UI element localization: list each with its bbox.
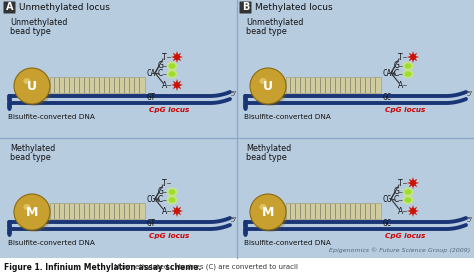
Text: C: C [394,70,399,78]
FancyBboxPatch shape [239,1,252,14]
Ellipse shape [14,194,50,230]
Ellipse shape [168,189,175,195]
Text: bead type: bead type [10,153,51,162]
Ellipse shape [24,78,30,84]
Text: Unmethylated locus: Unmethylated locus [19,3,110,12]
Text: CGx: CGx [147,195,161,204]
Text: B: B [242,3,249,13]
Bar [286,203,381,219]
Ellipse shape [404,63,411,69]
Text: T: T [398,53,402,61]
Text: CpG locus: CpG locus [385,233,425,239]
Ellipse shape [250,68,286,104]
Text: 5': 5' [467,217,474,223]
Text: CA: CA [147,69,156,78]
Text: CpG locus: CpG locus [149,233,190,239]
Text: C: C [158,70,163,78]
Text: GC: GC [383,219,392,228]
Text: GT: GT [147,93,156,102]
Ellipse shape [14,68,50,104]
Ellipse shape [259,78,266,84]
Ellipse shape [16,70,52,106]
Text: C: C [394,195,399,205]
Text: Methylated: Methylated [246,144,291,153]
Text: T: T [398,178,402,187]
Text: Unmethylated: Unmethylated [246,18,303,27]
Text: G: G [158,187,164,197]
Ellipse shape [259,204,266,210]
Text: Bisulfite-converted DNA: Bisulfite-converted DNA [244,114,331,120]
Bar [286,77,381,93]
Text: GT: GT [147,219,156,228]
Text: Bisulfite-converted DNA: Bisulfite-converted DNA [244,240,331,246]
Text: G: G [394,61,400,71]
Text: G: G [158,61,164,71]
Text: GC: GC [383,93,392,102]
Ellipse shape [402,195,413,205]
Ellipse shape [404,71,411,77]
Text: U: U [263,80,273,93]
Text: U: U [27,80,37,93]
Text: Bisulfite-converted DNA: Bisulfite-converted DNA [8,240,95,246]
Text: CpG locus: CpG locus [149,107,190,113]
Ellipse shape [166,70,177,78]
Text: C: C [158,195,163,205]
Text: M: M [26,205,38,219]
Text: Methylated locus: Methylated locus [255,3,333,12]
Text: A: A [162,207,167,215]
Ellipse shape [402,187,413,197]
Text: M: M [262,205,274,219]
Text: T: T [162,53,167,61]
Ellipse shape [166,187,177,197]
Ellipse shape [168,71,175,77]
Text: 5': 5' [231,91,237,97]
Text: Unmethylated: Unmethylated [10,18,67,27]
Ellipse shape [252,196,288,232]
Ellipse shape [250,194,286,230]
Ellipse shape [166,195,177,205]
Ellipse shape [402,61,413,71]
Text: Nonmethylated cytosines (C) are converted to uracil: Nonmethylated cytosines (C) are converte… [112,263,298,269]
Text: bead type: bead type [246,153,287,162]
Text: bead type: bead type [10,27,51,36]
Bar [50,203,145,219]
Polygon shape [171,205,183,217]
Ellipse shape [168,197,175,203]
Text: A: A [398,207,403,215]
Text: 5': 5' [467,91,474,97]
Bar [50,77,145,93]
Text: 5': 5' [231,217,237,223]
Text: A: A [6,3,13,13]
Text: Methylated: Methylated [10,144,55,153]
Text: CG: CG [383,195,392,204]
Ellipse shape [404,189,411,195]
Polygon shape [171,79,183,91]
Text: bead type: bead type [246,27,287,36]
Polygon shape [407,205,419,217]
Ellipse shape [16,196,52,232]
Polygon shape [171,51,183,63]
Text: Epigenomics © Future Science Group (2009): Epigenomics © Future Science Group (2009… [329,247,470,253]
Polygon shape [407,177,419,189]
Text: Figure 1. Infinium Methylation assay scheme.: Figure 1. Infinium Methylation assay sch… [4,263,201,272]
Text: A: A [398,81,403,90]
Text: T: T [162,178,167,187]
Text: G: G [394,187,400,197]
Bar [0,258,474,278]
FancyBboxPatch shape [3,1,16,14]
Text: CAx: CAx [383,69,397,78]
Text: Bisulfite-converted DNA: Bisulfite-converted DNA [8,114,95,120]
Ellipse shape [404,197,411,203]
Text: CpG locus: CpG locus [385,107,425,113]
Ellipse shape [166,61,177,71]
Polygon shape [407,51,419,63]
Ellipse shape [168,63,175,69]
Ellipse shape [252,70,288,106]
Ellipse shape [24,204,30,210]
Ellipse shape [402,70,413,78]
Text: A: A [162,81,167,90]
